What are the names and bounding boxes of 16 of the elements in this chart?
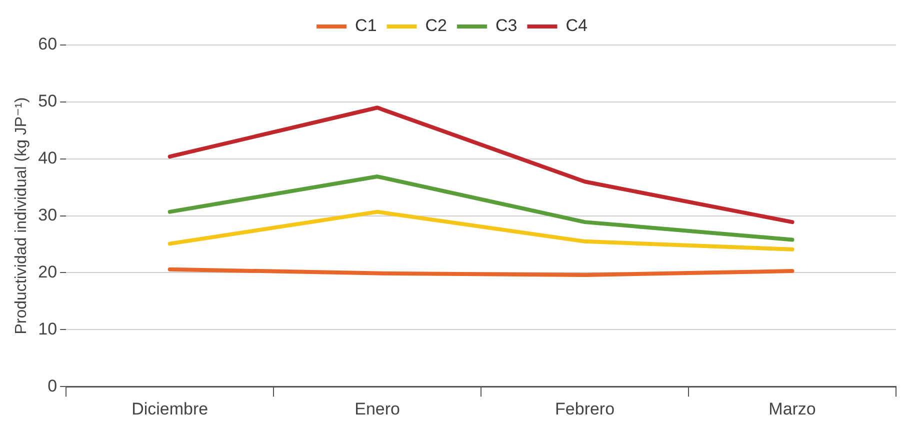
x-tick-label: Marzo [768, 399, 816, 418]
y-tick-label: 10 [38, 319, 58, 338]
x-tick-label: Diciembre [132, 399, 208, 418]
legend-label: C2 [425, 16, 448, 36]
legend-label: C4 [566, 16, 588, 36]
x-tick-label: Enero [354, 399, 400, 418]
y-tick-label: 20 [38, 262, 58, 282]
x-tick-label: Febrero [555, 399, 615, 418]
y-tick-label: 60 [38, 34, 58, 54]
legend-label: C3 [496, 16, 518, 36]
legend-label: C1 [355, 16, 377, 36]
y-tick-label: 50 [38, 92, 58, 111]
y-axis-title: Productividad individual (kg JP⁻¹) [13, 97, 30, 334]
y-tick-label: 0 [48, 376, 58, 396]
y-tick-label: 40 [38, 148, 58, 168]
y-tick-label: 30 [38, 205, 58, 224]
